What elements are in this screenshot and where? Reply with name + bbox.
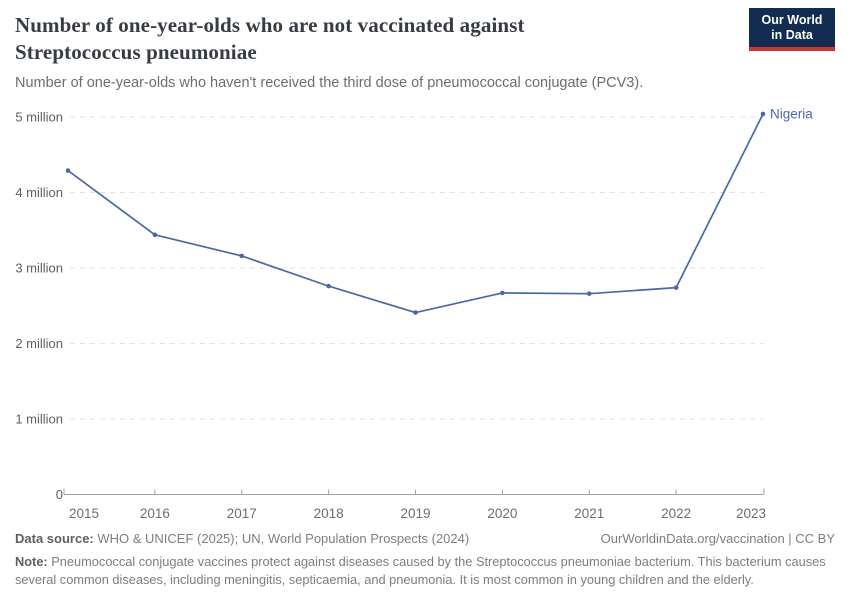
data-point[interactable] [326, 283, 331, 289]
x-tick-label[interactable]: 2017 [227, 506, 257, 521]
data-point[interactable] [500, 290, 505, 296]
chart-header: Number of one-year-olds who are not vacc… [15, 8, 835, 92]
x-tick-label[interactable]: 2018 [314, 506, 344, 521]
owid-logo[interactable]: Our World in Data [749, 8, 835, 51]
source-row: Data source: WHO & UNICEF (2025); UN, Wo… [15, 530, 835, 547]
x-tick-label[interactable]: 2022 [661, 506, 691, 521]
owid-logo-line2: in Data [771, 28, 813, 42]
x-tick-label[interactable]: 2021 [574, 506, 604, 521]
chart-footer: Data source: WHO & UNICEF (2025); UN, Wo… [15, 530, 835, 588]
data-point[interactable] [152, 232, 158, 238]
y-tick-label: 3 million [15, 261, 63, 276]
note-text: Pneumococcal conjugate vaccines protect … [15, 554, 826, 587]
y-tick-label: 4 million [15, 185, 63, 200]
data-point[interactable] [413, 310, 418, 315]
x-tick-label[interactable]: 2015 [69, 506, 99, 521]
data-point[interactable] [239, 253, 245, 259]
data-point[interactable] [65, 168, 71, 173]
data-point[interactable] [673, 285, 679, 290]
page-title: Number of one-year-olds who are not vacc… [15, 13, 525, 64]
note-line: Note: Pneumococcal conjugate vaccines pr… [15, 553, 835, 588]
data-line[interactable] [67, 113, 764, 314]
data-source-label: Data source: [15, 531, 94, 546]
y-tick-label: 5 million [15, 110, 63, 125]
note-label: Note: [15, 554, 48, 569]
x-tick-label[interactable]: 2016 [140, 506, 170, 521]
rights-link[interactable]: OurWorldinData.org/vaccination | CC BY [600, 531, 835, 546]
x-tick-label[interactable]: 2019 [400, 506, 430, 521]
x-tick-label[interactable]: 2023 [736, 506, 766, 521]
data-source-text: WHO & UNICEF (2025); UN, World Populatio… [93, 531, 470, 546]
x-tick-label[interactable]: 2020 [487, 506, 517, 521]
owid-logo-line1: Our World [761, 13, 823, 27]
y-tick-label: 0 [56, 487, 63, 502]
y-tick-label: 1 million [15, 412, 63, 427]
entity-label[interactable]: Nigeria [770, 106, 813, 121]
data-point[interactable] [586, 291, 592, 296]
y-tick-label: 2 million [15, 336, 63, 351]
chart-subtitle: Number of one-year-olds who haven't rece… [15, 75, 644, 91]
data-source-line: Data source: WHO & UNICEF (2025); UN, Wo… [15, 530, 469, 547]
data-point[interactable] [760, 111, 766, 117]
